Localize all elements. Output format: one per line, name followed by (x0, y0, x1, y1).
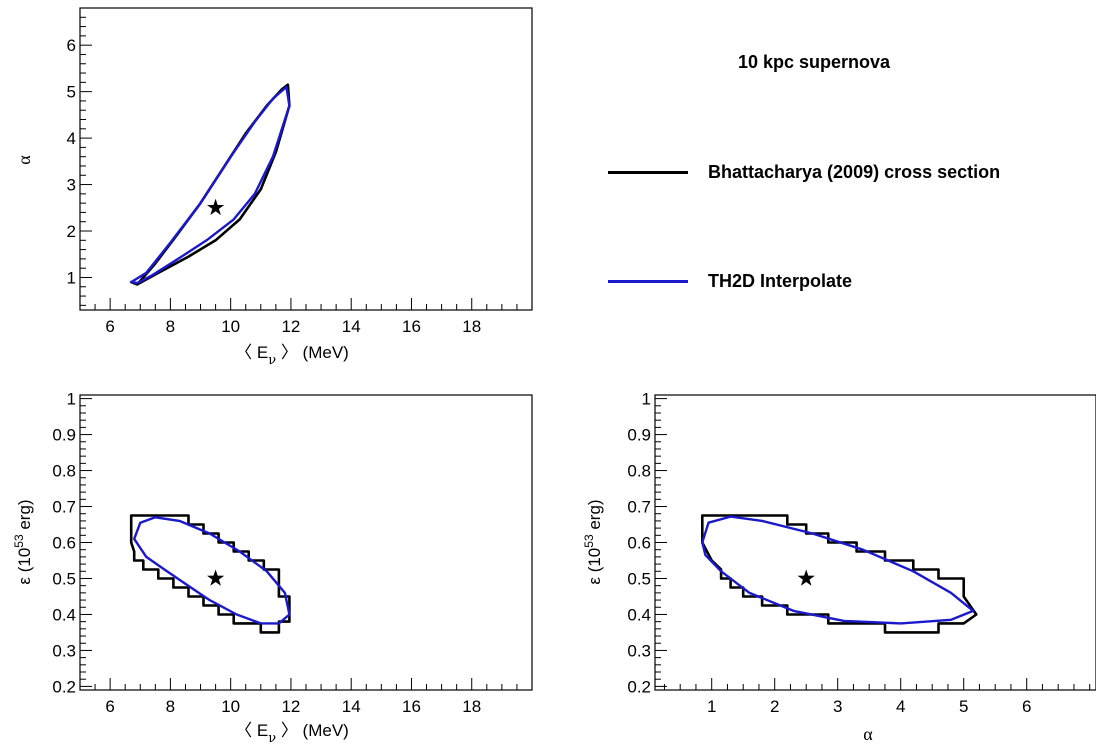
legend-entry-interpolate: TH2D Interpolate (608, 269, 928, 293)
contour-interpolate (701, 515, 975, 625)
x-tick-label: 12 (281, 317, 300, 336)
y-tick-label: 0.4 (627, 605, 651, 624)
best-fit-star (797, 569, 815, 586)
x-axis-title-sub: ν (268, 353, 276, 368)
y-tick-label: 0.6 (52, 534, 76, 553)
y-tick-label: 0.7 (627, 498, 651, 517)
y-tick-label: 0.7 (52, 498, 76, 517)
x-tick-label: 2 (770, 697, 779, 716)
y-tick-label: 5 (67, 83, 76, 102)
plot-frame (79, 394, 533, 691)
y-tick-label: 2 (67, 222, 76, 241)
x-axis-title-part: 〉 (MeV) (276, 343, 349, 362)
contour-bhattacharya (701, 514, 978, 634)
y-axis-title-part: ε (10 (15, 548, 34, 585)
x-tick-label: 5 (959, 697, 968, 716)
x-axis-title-part: 〈 E (235, 343, 268, 362)
y-tick-label: 6 (67, 36, 76, 55)
best-fit-star (207, 198, 225, 216)
y-tick-label: 0.2 (627, 677, 651, 696)
y-tick-label: 1 (642, 390, 651, 409)
contour-bhattacharya (129, 83, 291, 286)
y-tick-label: 4 (67, 129, 76, 148)
x-tick-label: 6 (105, 697, 114, 716)
x-tick-label: 10 (221, 697, 240, 716)
y-axis-title: α (14, 155, 34, 165)
legend-label-interpolate: TH2D Interpolate (708, 271, 853, 291)
x-axis-title: 〈 Eν 〉 (MeV) (235, 343, 349, 368)
y-tick-label: 0.2 (52, 677, 76, 696)
y-tick-label: 0.3 (52, 641, 76, 660)
x-tick-label: 18 (462, 317, 481, 336)
y-axis-title-part: erg) (15, 499, 34, 534)
best-fit-star (207, 569, 225, 586)
y-axis-title-part: erg) (585, 499, 604, 534)
x-tick-label: 14 (342, 317, 361, 336)
x-tick-label: 10 (221, 317, 240, 336)
legend-line-black (608, 171, 688, 174)
panel-alpha-vs-epsilon: 1 2 3 4 5 6 0.2 0.3 0.4 0.5 0.6 0.7 0.8 0.9 1 α ε (1053 … (582, 390, 1096, 744)
x-tick-label: 6 (1022, 697, 1031, 716)
y-tick-label: 0.8 (627, 462, 651, 481)
x-axis-title: α (863, 724, 873, 744)
x-axis-title: 〈 Eν 〉 (MeV) (235, 721, 349, 744)
contour-interpolate (130, 85, 291, 285)
y-axis-title-part: ε (10 (585, 548, 604, 585)
x-axis-title-part: 〈 E (235, 721, 268, 740)
y-tick-label: 1 (67, 268, 76, 287)
y-tick-label: 0.6 (627, 534, 651, 553)
legend-line-blue (608, 280, 688, 283)
x-tick-label: 16 (402, 697, 421, 716)
x-tick-label: 12 (281, 697, 300, 716)
x-tick-label: 4 (896, 697, 905, 716)
x-tick-label: 14 (342, 697, 361, 716)
y-tick-label: 0.4 (52, 605, 76, 624)
x-axis-title-part: 〉 (MeV) (276, 721, 349, 740)
y-tick-label: 1 (67, 390, 76, 409)
legend-title: 10 kpc supernova (738, 52, 891, 72)
x-axis-title-sub: ν (268, 731, 276, 744)
y-tick-label: 0.5 (627, 569, 651, 588)
plot-frame (79, 7, 533, 311)
x-tick-label: 8 (166, 697, 175, 716)
y-tick-label: 0.5 (52, 569, 76, 588)
x-tick-label: 6 (105, 317, 114, 336)
legend-label-bhattacharya: Bhattacharya (2009) cross section (708, 162, 1001, 182)
x-tick-label: 18 (462, 697, 481, 716)
y-axis-title-sup: 53 (12, 534, 26, 548)
y-tick-label: 0.3 (627, 641, 651, 660)
x-tick-label: 16 (402, 317, 421, 336)
plot-frame (654, 394, 1096, 691)
contour-interpolate (133, 516, 291, 625)
y-tick-label: 3 (67, 176, 76, 195)
y-axis-title-sup: 53 (582, 534, 596, 548)
y-tick-label: 0.9 (52, 426, 76, 445)
y-axis-title: ε (1053 erg) (12, 499, 34, 584)
x-tick-label: 3 (833, 697, 842, 716)
panel-energy-vs-epsilon: 6 8 10 12 14 16 18 0.2 0.3 0.4 0.5 0.6 0.7 0.8 0.9 1 〈 E… (12, 390, 533, 744)
y-axis-title: ε (1053 erg) (582, 499, 604, 584)
x-tick-label: 1 (707, 697, 716, 716)
y-tick-label: 0.8 (52, 462, 76, 481)
legend-entry-bhattacharya: Bhattacharya (2009) cross section (608, 160, 1096, 184)
y-tick-label: 0.9 (627, 426, 651, 445)
x-tick-label: 8 (166, 317, 175, 336)
